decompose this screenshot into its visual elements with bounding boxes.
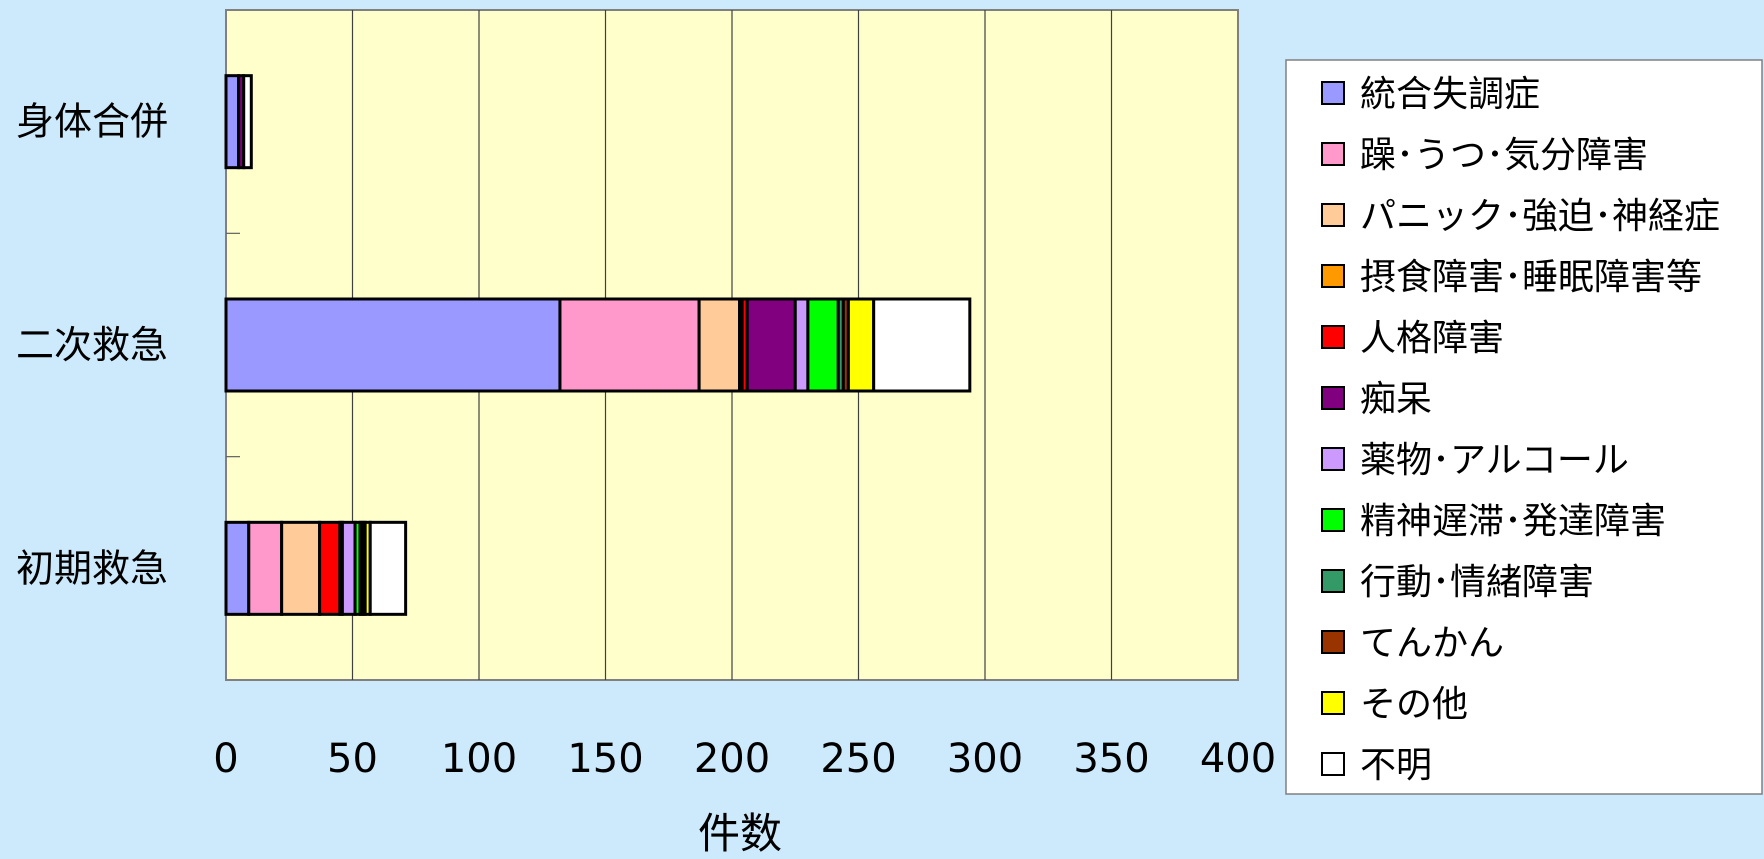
legend-label: 痴呆 — [1360, 379, 1432, 420]
legend-swatch — [1321, 386, 1345, 410]
bar-segment — [846, 297, 876, 393]
bar-segment — [224, 297, 562, 393]
legend-swatch — [1321, 691, 1345, 715]
bars — [224, 74, 972, 616]
tick-labels: 0 50 100 150 200 250 300 350 400 — [213, 736, 1276, 782]
bar-segment — [242, 74, 253, 170]
legend-swatch — [1321, 264, 1345, 288]
bar-segment — [224, 520, 251, 616]
legend-label: 精神遅滞･発達障害 — [1360, 501, 1666, 542]
legend-swatch — [1321, 203, 1345, 227]
legend-label: てんかん — [1360, 623, 1504, 664]
legend-label: 人格障害 — [1360, 318, 1504, 359]
x-tick-label: 100 — [441, 736, 517, 782]
legend-swatch — [1321, 447, 1345, 471]
x-tick-label: 200 — [694, 736, 770, 782]
legend-label: 統合失調症 — [1360, 74, 1540, 115]
legend-label: 摂食障害･睡眠障害等 — [1360, 257, 1702, 298]
legend-box — [1285, 59, 1763, 795]
bar-segment — [247, 520, 284, 616]
legend-label: その他 — [1360, 684, 1468, 725]
bar-segment — [318, 520, 342, 616]
legend: 統合失調症躁･うつ･気分障害パニック･強迫･神経症摂食障害･睡眠障害等人格障害痴… — [1285, 59, 1763, 795]
x-tick-label: 50 — [327, 736, 378, 782]
category-label: 身体合併 — [16, 100, 168, 144]
legend-swatch — [1321, 630, 1345, 654]
bar-segment — [558, 297, 701, 393]
legend-label: 不明 — [1360, 745, 1432, 786]
legend-swatch — [1321, 142, 1345, 166]
x-tick-label: 250 — [820, 736, 896, 782]
x-tick-label: 400 — [1200, 736, 1276, 782]
x-tick-label: 300 — [947, 736, 1023, 782]
bar-segment — [745, 297, 797, 393]
legend-swatch — [1321, 569, 1345, 593]
legend-label: 行動･情緒障害 — [1360, 562, 1594, 603]
x-tick-label: 350 — [1073, 736, 1149, 782]
x-axis-title: 件数 — [698, 809, 782, 858]
bar-segment — [280, 520, 322, 616]
legend-label: パニック･強迫･神経症 — [1360, 196, 1720, 237]
category-label: 初期救急 — [16, 546, 168, 590]
bar-segment — [368, 520, 408, 616]
legend-items: 統合失調症躁･うつ･気分障害パニック･強迫･神経症摂食障害･睡眠障害等人格障害痴… — [1321, 74, 1720, 786]
bar-segment — [872, 297, 972, 393]
bar-segment — [793, 297, 810, 393]
x-tick-label: 0 — [213, 736, 238, 782]
x-tick-label: 150 — [567, 736, 643, 782]
legend-swatch — [1321, 752, 1345, 776]
legend-swatch — [1321, 325, 1345, 349]
category-label: 二次救急 — [16, 323, 168, 367]
bar-segment — [340, 520, 357, 616]
legend-swatch — [1321, 508, 1345, 532]
legend-label: 躁･うつ･気分障害 — [1360, 135, 1648, 176]
bar-segment — [224, 74, 241, 170]
legend-label: 薬物･アルコール — [1360, 440, 1629, 481]
bar-segment — [697, 297, 742, 393]
legend-swatch — [1321, 81, 1345, 105]
bar-segment — [806, 297, 840, 393]
